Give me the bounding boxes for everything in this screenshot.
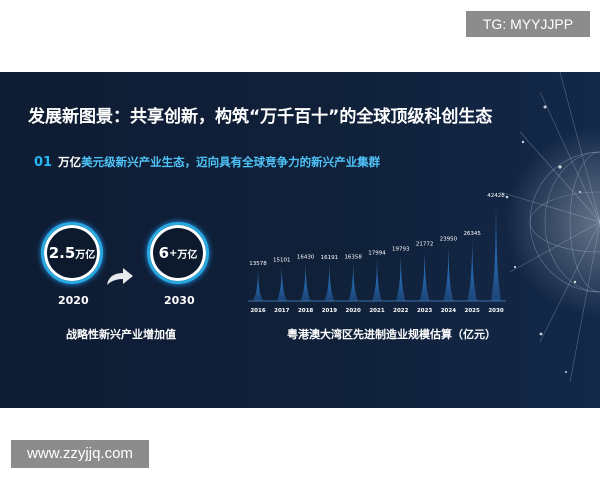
data-label-2024: 23950: [440, 237, 458, 243]
subtitle-text: 美元级新兴产业生态，迈向具有全球竞争力的新兴产业集群: [81, 155, 381, 169]
value-2020: 2.5: [48, 244, 76, 262]
tick-label-2024: 2024: [441, 308, 456, 314]
unit-2020: 万亿: [75, 249, 96, 261]
data-label-2016: 13578: [249, 261, 267, 267]
bar-2024: [443, 244, 454, 301]
growth-arrow-icon: [107, 268, 133, 285]
chart-caption: 粤港澳大湾区先进制造业规模估算（亿元）: [287, 328, 496, 341]
data-label-2023: 21772: [416, 242, 434, 248]
data-label-2018: 16430: [297, 254, 315, 260]
bar-2021: [372, 258, 382, 301]
tick-label-2020: 2020: [346, 308, 361, 314]
bar-2022: [395, 254, 406, 301]
value-2030: 6: [158, 244, 170, 262]
section-number: 01: [34, 155, 53, 170]
tick-label-2018: 2018: [298, 308, 313, 314]
bar-2017: [276, 265, 287, 301]
bar-2030: [491, 201, 501, 301]
data-label-2019: 16191: [321, 255, 339, 261]
data-label-2021: 17994: [368, 251, 386, 257]
value-circle-2020: 2.5 万亿: [41, 222, 103, 284]
tick-label-2021: 2021: [369, 308, 384, 314]
bar-chart: 13578 2016 15101 2017 16430 2018 16191 2019 1635…: [248, 193, 506, 314]
data-label-2025: 26345: [463, 231, 481, 237]
tick-label-2022: 2022: [393, 308, 408, 314]
globe-network-graphic: [499, 72, 600, 383]
tick-label-2019: 2019: [322, 308, 337, 314]
watermark-bottom: www.zzyjjq.com: [11, 440, 149, 468]
data-label-2020: 16358: [344, 254, 362, 260]
data-label-2017: 15101: [273, 257, 291, 263]
unit-2030: 万亿: [177, 249, 198, 261]
bar-2019: [324, 262, 335, 301]
slide-title: 发展新图景：共享创新，构筑“万千百十”的全球顶级科创生态: [28, 107, 493, 127]
bar-2025: [467, 238, 478, 301]
bar-2016: [253, 268, 263, 301]
tick-label-2025: 2025: [465, 308, 480, 314]
slide-subtitle: 01 万亿美元级新兴产业生态，迈向具有全球竞争力的新兴产业集群: [34, 154, 380, 170]
plus-sign: +: [169, 247, 178, 259]
watermark-top: TG: MYYJJPP: [466, 11, 590, 37]
data-label-2022: 19793: [392, 246, 410, 252]
tick-label-2030: 2030: [488, 308, 503, 314]
value-circle-2030: 6 + 万亿: [147, 222, 209, 284]
bar-2020: [348, 262, 359, 301]
bar-2023: [419, 249, 430, 301]
year-label-2030: 2030: [164, 294, 195, 307]
subtitle-highlight: 万亿: [58, 155, 82, 169]
tick-label-2016: 2016: [250, 308, 265, 314]
left-caption: 战略性新兴产业增加值: [66, 328, 176, 341]
tick-label-2023: 2023: [417, 308, 432, 314]
year-label-2020: 2020: [58, 294, 89, 307]
slide: 发展新图景：共享创新，构筑“万千百十”的全球顶级科创生态 01 万亿美元级新兴产业…: [0, 72, 600, 408]
data-label-2030: 42428: [487, 193, 505, 199]
tick-label-2017: 2017: [274, 308, 289, 314]
bar-2018: [300, 262, 311, 301]
